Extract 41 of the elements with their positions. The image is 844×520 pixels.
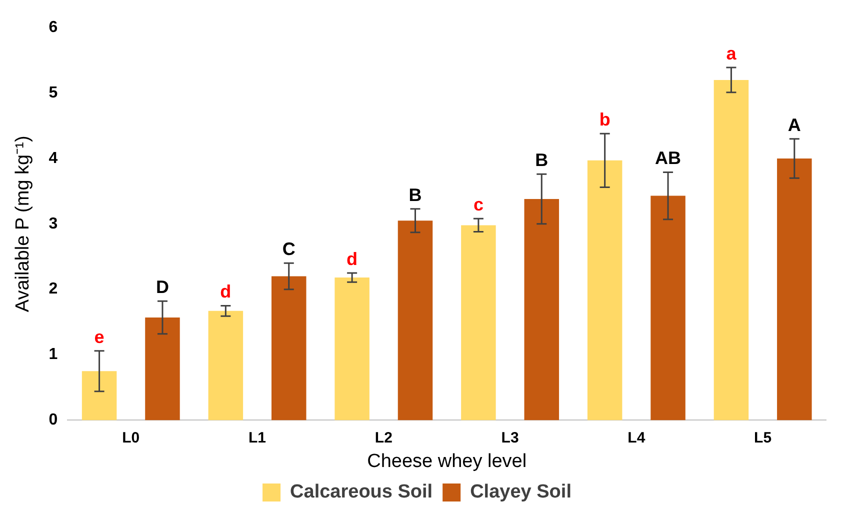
legend-label: Calcareous Soil	[290, 482, 433, 503]
data-label: d	[220, 282, 232, 302]
bar	[334, 278, 370, 420]
y-tick-label: 5	[48, 84, 58, 102]
data-label: A	[788, 114, 801, 135]
data-label: a	[726, 43, 738, 64]
bar	[208, 310, 244, 420]
data-label: b	[599, 110, 610, 130]
bar	[714, 80, 749, 420]
data-label: c	[473, 194, 484, 215]
data-label: e	[94, 326, 104, 347]
data-label: D	[156, 277, 169, 298]
y-tick-label: 6	[48, 19, 58, 36]
y-axis-title: Available P (mg kg⁻¹)	[12, 136, 34, 312]
x-tick-label: L5	[754, 429, 772, 446]
data-label: B	[408, 184, 422, 205]
y-tick-label: 2	[48, 280, 58, 298]
x-tick-label: L4	[628, 429, 646, 446]
data-label: B	[535, 150, 548, 170]
bar	[145, 317, 180, 420]
y-tick-label: 0	[48, 412, 58, 429]
bar	[82, 371, 117, 420]
data-label: d	[346, 248, 358, 269]
bar	[587, 160, 622, 420]
y-tick-label: 1	[48, 346, 58, 364]
x-tick-label: L1	[248, 429, 266, 446]
y-tick-label: 3	[48, 215, 58, 232]
x-tick-label: L0	[122, 429, 140, 446]
bar	[777, 158, 812, 420]
bar	[271, 276, 306, 420]
bar	[650, 196, 686, 420]
bar	[524, 199, 560, 420]
x-tick-label: L3	[501, 429, 519, 446]
bar	[398, 220, 433, 420]
y-tick-label: 4	[48, 150, 58, 167]
x-axis-title: Cheese whey level	[367, 450, 527, 472]
data-label: C	[282, 239, 296, 260]
bar	[461, 225, 496, 420]
x-tick-label: L2	[374, 429, 392, 446]
data-label: AB	[655, 148, 682, 168]
legend-label: Clayey Soil	[470, 482, 572, 503]
